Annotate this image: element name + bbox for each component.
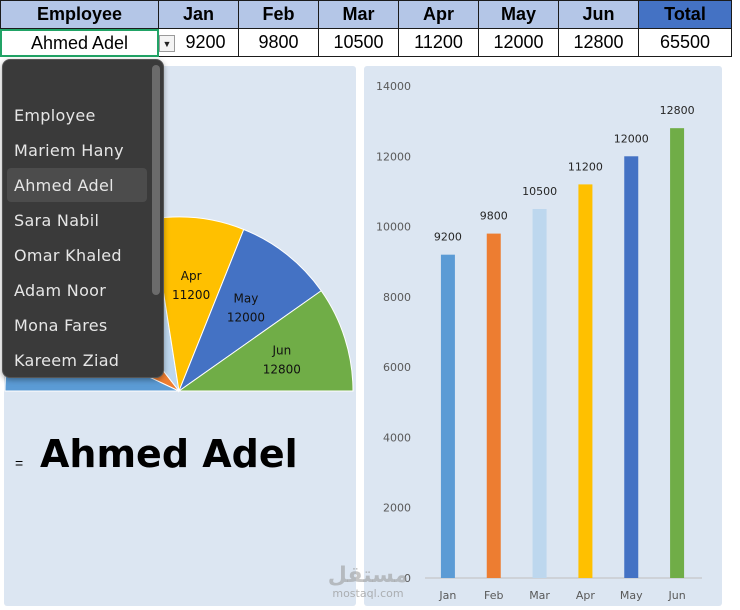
bar-may — [624, 156, 639, 579]
dropdown-scrollbar[interactable] — [152, 65, 160, 295]
x-tick-label: Mar — [529, 589, 550, 602]
data-table: Employee Jan Feb Mar Apr May Jun Total A… — [0, 0, 732, 57]
x-tick-label: Jun — [667, 589, 685, 602]
dropdown-item[interactable]: Sara Nabil — [14, 210, 100, 230]
selected-employee-name: Ahmed Adel — [40, 432, 298, 476]
dropdown-item[interactable]: Employee — [14, 105, 96, 125]
bar-data-label: 12800 — [660, 104, 695, 117]
pie-value-may: 12000 — [227, 310, 265, 324]
pie-slice-jun — [177, 290, 354, 392]
dropdown-item[interactable]: Mona Fares — [14, 315, 108, 335]
equals-sign: = — [15, 455, 24, 471]
value-mar[interactable]: 10500 — [319, 29, 399, 57]
y-tick-label: 0 — [404, 572, 411, 585]
x-tick-label: Feb — [484, 589, 503, 602]
dropdown-item[interactable]: Mariem Hany — [14, 140, 124, 160]
watermark-arabic: مستقل — [328, 563, 408, 588]
bar-jun — [670, 128, 685, 578]
header-may[interactable]: May — [479, 0, 559, 29]
header-jun[interactable]: Jun — [559, 0, 639, 29]
dropdown-item-selected[interactable]: Ahmed Adel — [7, 168, 147, 202]
pie-label-jun: Jun — [271, 343, 291, 357]
bar-data-label: 9200 — [434, 231, 462, 244]
value-apr[interactable]: 11200 — [399, 29, 479, 57]
header-employee[interactable]: Employee — [0, 0, 159, 29]
employee-select-cell[interactable]: Ahmed Adel — [0, 29, 159, 57]
dropdown-item[interactable]: Kareem Ziad — [14, 350, 120, 370]
pie-label-apr: Apr — [181, 269, 202, 283]
value-total[interactable]: 65500 — [639, 29, 732, 57]
mostaql-watermark-logo: مستقل mostaql.com — [328, 563, 408, 600]
header-apr[interactable]: Apr — [399, 0, 479, 29]
bar-data-label: 10500 — [522, 185, 557, 198]
value-feb[interactable]: 9800 — [239, 29, 319, 57]
header-total[interactable]: Total — [639, 0, 732, 29]
bar-apr — [578, 184, 593, 578]
pie-value-jun: 12800 — [263, 362, 301, 376]
x-tick-label: May — [620, 589, 643, 602]
chevron-down-icon: ▼ — [162, 38, 172, 49]
bar-feb — [486, 233, 501, 578]
bar-data-label: 9800 — [480, 210, 508, 223]
y-tick-label: 6000 — [383, 361, 411, 374]
y-tick-label: 14000 — [376, 80, 411, 93]
y-tick-label: 10000 — [376, 221, 411, 234]
value-jun[interactable]: 12800 — [559, 29, 639, 57]
bar-data-label: 12000 — [614, 132, 649, 145]
header-feb[interactable]: Feb — [239, 0, 319, 29]
bar-jan — [440, 254, 455, 578]
pie-label-may: May — [234, 291, 259, 305]
bar-data-label: 11200 — [568, 160, 603, 173]
dropdown-item[interactable]: Adam Noor — [14, 280, 107, 300]
y-tick-label: 12000 — [376, 150, 411, 163]
bar-mar — [532, 209, 547, 578]
header-jan[interactable]: Jan — [159, 0, 239, 29]
dropdown-arrow-button[interactable]: ▼ — [159, 35, 175, 52]
dropdown-item[interactable]: Omar Khaled — [14, 245, 122, 265]
y-tick-label: 2000 — [383, 502, 411, 515]
pie-value-apr: 11200 — [172, 288, 210, 302]
watermark-latin: mostaql.com — [332, 587, 403, 600]
employee-dropdown-list[interactable]: Employee Mariem Hany Ahmed Adel Sara Nab… — [2, 59, 164, 378]
y-tick-label: 4000 — [383, 431, 411, 444]
value-may[interactable]: 12000 — [479, 29, 559, 57]
pie-slice-may — [177, 228, 322, 393]
header-mar[interactable]: Mar — [319, 0, 399, 29]
y-tick-label: 8000 — [383, 291, 411, 304]
x-tick-label: Apr — [576, 589, 596, 602]
x-tick-label: Jan — [438, 589, 456, 602]
